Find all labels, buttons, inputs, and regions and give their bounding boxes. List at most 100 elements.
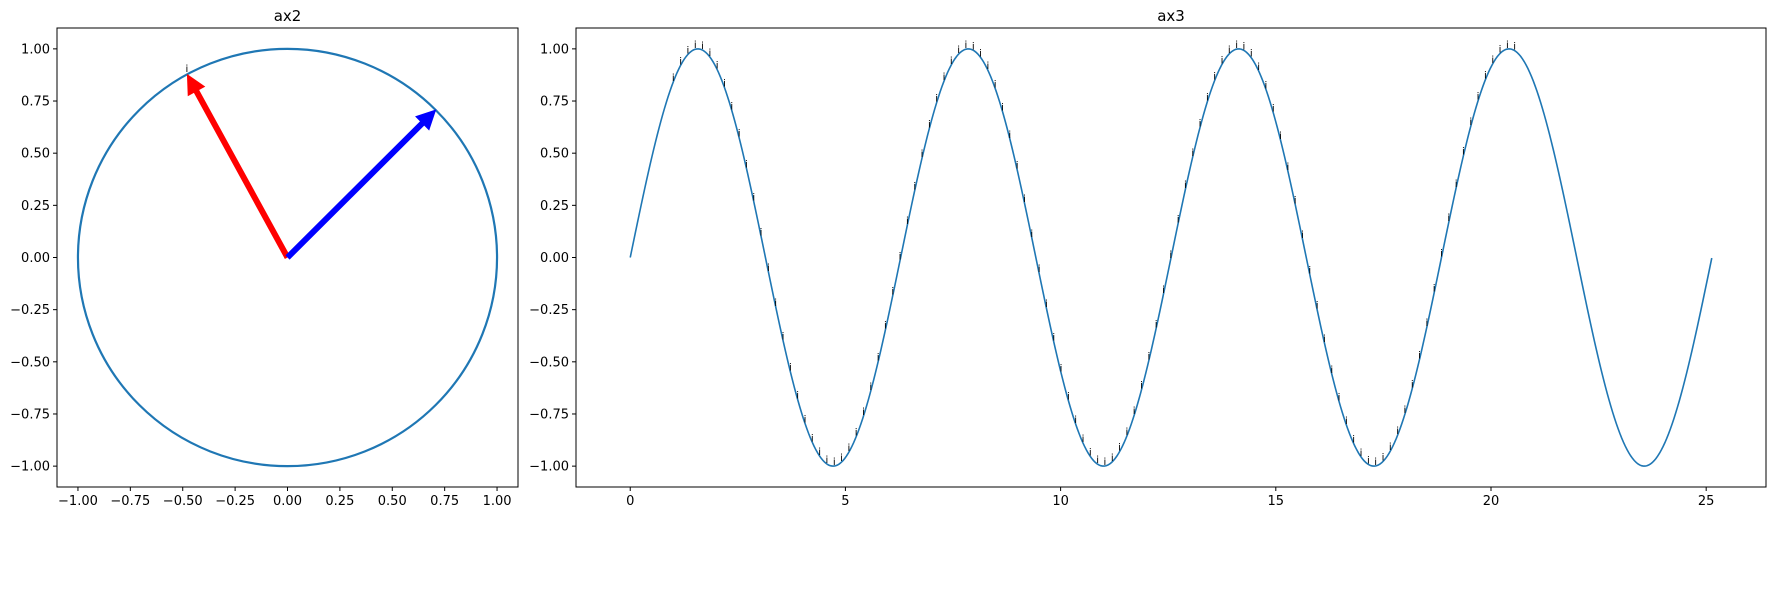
annotation-label: i [1513, 42, 1516, 53]
annotation-label: i [1286, 162, 1289, 173]
y-tick-label: −0.50 [10, 355, 50, 370]
annotation-label: i [1389, 442, 1392, 453]
x-tick-label: 25 [1698, 494, 1715, 509]
annotation-label: i [1243, 41, 1246, 52]
y-tick-label: −0.25 [529, 303, 569, 318]
annotation-label: i [1147, 352, 1150, 363]
annotation-label: i [708, 48, 711, 59]
ax2-ticks: −1.00 −0.75 −0.50 −0.25 0.00 0.25 0.50 0.75 1.00… [10, 42, 511, 509]
annotation-label: i [1462, 147, 1465, 158]
annotation-label: i [760, 227, 763, 238]
annotation-label: i [1133, 406, 1136, 417]
annotation-label: i [1235, 40, 1238, 51]
annotation-label: i [1367, 455, 1370, 466]
annotation-label: i [679, 56, 682, 67]
x-tick-label: 0 [626, 494, 634, 509]
annotation-label: i [1250, 49, 1253, 60]
x-tick-label: −1.00 [58, 494, 98, 509]
x-tick-label: 0.00 [273, 494, 302, 509]
annotation-label: i [840, 453, 843, 464]
y-tick-label: 1.00 [21, 42, 50, 57]
annotation-label: i [774, 298, 777, 309]
annotation-label: i [1382, 452, 1385, 463]
annotation-label: i [694, 40, 697, 51]
y-tick-label: 0.75 [540, 95, 569, 110]
y-tick-label: 1.00 [540, 42, 569, 57]
x-tick-label: 10 [1052, 494, 1069, 509]
ax2-plot-area: i [76, 47, 499, 468]
annotation-label: i [1447, 213, 1450, 224]
annotation-label: i [782, 331, 785, 342]
annotation-label: i [1162, 285, 1165, 296]
annotation-label: i [1396, 426, 1399, 437]
annotation-label: i [884, 321, 887, 332]
annotation-label: i [1272, 104, 1275, 115]
annotation-label: i [1345, 416, 1348, 427]
annotation-label: i [972, 41, 975, 52]
annotation-label: i [1360, 448, 1363, 459]
annotation-label: i [1374, 457, 1377, 468]
annotation-label: i [1316, 301, 1319, 312]
annotation-label: i [957, 45, 960, 56]
annotation-label: i [716, 61, 719, 72]
annotation-label: i [826, 455, 829, 466]
y-tick-label: 0.00 [21, 251, 50, 266]
annotation-label: i [1338, 393, 1341, 404]
annotation-label: i [1038, 264, 1041, 275]
x-tick-label: −0.75 [110, 494, 150, 509]
annotation-label: i [1169, 250, 1172, 261]
x-tick-label: 0.25 [325, 494, 354, 509]
annotation-label: i [1257, 62, 1260, 73]
annotation-label: i [1008, 130, 1011, 141]
annotation-label: i [1118, 443, 1121, 454]
annotation-label: i [1221, 55, 1224, 66]
annotation-label: i [1082, 434, 1085, 445]
annotation-label: i [943, 72, 946, 83]
annotation-label: i [869, 382, 872, 393]
annotation-label: i [811, 433, 814, 444]
annotation-label: i [738, 129, 741, 140]
axes-ax3: ax3 0 5 10 15 20 25 −1.00 −0.75 −0.50 −0.25 0.00 0.… [529, 7, 1767, 509]
annotation-label: i [730, 102, 733, 113]
annotation-label: i [723, 79, 726, 90]
x-tick-label: 0.75 [430, 494, 459, 509]
annotation-label: i [899, 251, 902, 262]
annotation-label: i [1052, 333, 1055, 344]
annotation-label: i [1352, 435, 1355, 446]
annotation-label: i [965, 40, 968, 51]
annotation-label: i [186, 64, 189, 75]
annotation-label: i [1469, 117, 1472, 128]
circle-line [76, 47, 499, 468]
y-tick-label: −0.50 [529, 355, 569, 370]
y-tick-label: 0.00 [540, 251, 569, 266]
annotation-label: i [1506, 40, 1509, 51]
x-tick-label: 1.00 [483, 494, 512, 509]
annotation-label: i [1228, 45, 1231, 56]
y-tick-label: 0.50 [21, 147, 50, 162]
annotation-label: i [1060, 364, 1063, 375]
y-tick-label: −1.00 [529, 460, 569, 475]
y-tick-label: −0.25 [10, 303, 50, 318]
annotation-label: i [752, 193, 755, 204]
annotation-label: i [1440, 248, 1443, 259]
annotation-label: i [913, 182, 916, 193]
annotation-label: i [1191, 148, 1194, 159]
annotation-label: i [1023, 194, 1026, 205]
annotation-label: i [1074, 415, 1077, 426]
annotation-label: i [1294, 195, 1297, 206]
x-tick-label: 5 [841, 494, 849, 509]
y-tick-label: 0.25 [21, 199, 50, 214]
arrow [186, 73, 291, 259]
annotation-label: i [1484, 71, 1487, 82]
annotation-label: i [1104, 457, 1107, 468]
annotation-label: i [1330, 365, 1333, 376]
annotation-label: i [1213, 71, 1216, 82]
annotation-label: i [1067, 392, 1070, 403]
annotation-label: i [1045, 299, 1048, 310]
annotation-label: i [745, 159, 748, 170]
annotation-label: i [1199, 118, 1202, 129]
annotation-label: i [891, 287, 894, 298]
annotation-label: i [1155, 319, 1158, 330]
